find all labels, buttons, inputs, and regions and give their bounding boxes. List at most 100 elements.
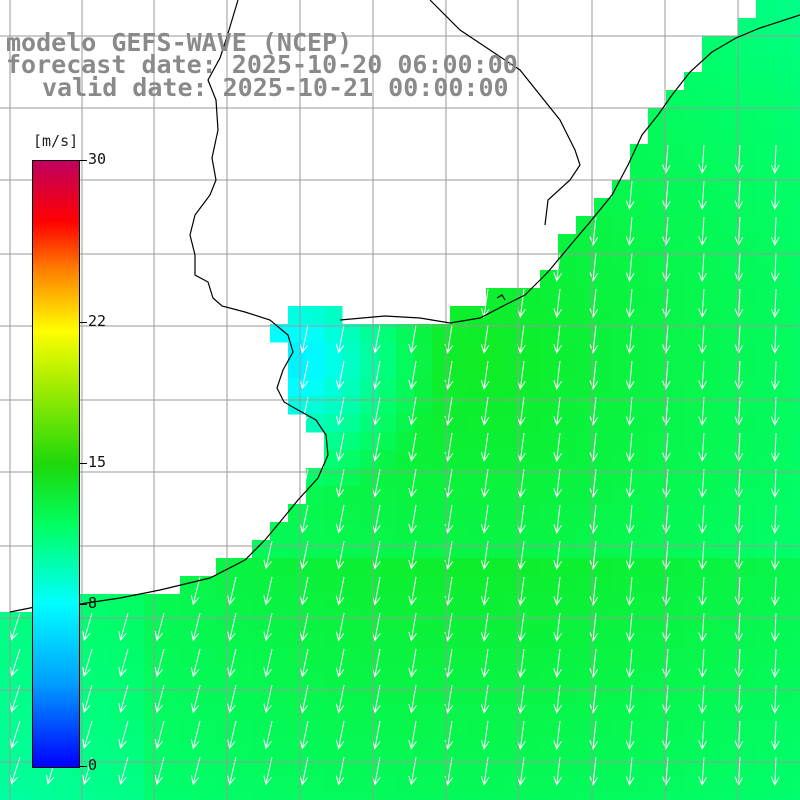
wind-arrow [553, 504, 562, 534]
field-cell [648, 594, 667, 613]
field-cell [792, 270, 800, 289]
field-cell [270, 522, 289, 541]
colorbar-tick-mark [79, 463, 87, 464]
field-cell [450, 414, 469, 433]
field-cell [270, 630, 289, 649]
field-cell [522, 360, 541, 379]
field-cell [756, 342, 775, 361]
field-cell [594, 342, 613, 361]
field-cell [558, 234, 577, 253]
wind-arrow [299, 648, 309, 678]
field-cell [612, 270, 631, 289]
wind-arrow [625, 720, 635, 751]
wind-arrow [190, 720, 201, 750]
field-cell [594, 720, 613, 739]
field-cell [306, 558, 325, 577]
field-cell [378, 774, 397, 793]
field-cell [684, 396, 703, 415]
field-cell [324, 666, 343, 685]
field-cell [450, 666, 469, 685]
field-cell [450, 360, 469, 379]
field-cell [342, 738, 361, 757]
field-cell [738, 504, 757, 523]
field-cell [90, 612, 109, 631]
field-cell [54, 774, 73, 793]
field-cell [612, 594, 631, 613]
field-cell [738, 720, 757, 739]
wind-arrow [335, 396, 345, 426]
field-cell [684, 324, 703, 343]
field-cell [738, 792, 757, 800]
field-cell [684, 414, 703, 433]
field-cell [558, 594, 577, 613]
field-cell [720, 540, 739, 559]
field-cell [684, 702, 703, 721]
field-cell [324, 342, 343, 361]
field-cell [324, 774, 343, 793]
field-cell [702, 396, 721, 415]
field-cell [720, 666, 739, 685]
field-cell [648, 612, 667, 631]
field-cell [522, 612, 541, 631]
field-cell [774, 432, 793, 451]
field-cell [792, 720, 800, 739]
field-cell [144, 612, 163, 631]
field-cell [378, 756, 397, 775]
wind-arrow [662, 504, 671, 535]
field-cell [414, 324, 433, 343]
field-cell [720, 144, 739, 163]
field-cell [666, 486, 685, 505]
field-cell [576, 594, 595, 613]
field-cell [90, 666, 109, 685]
field-cell [576, 252, 595, 271]
field-cell [612, 234, 631, 253]
field-cell [666, 90, 685, 109]
field-cell [270, 558, 289, 577]
field-cell [324, 360, 343, 379]
field-cell [684, 288, 703, 307]
field-cell [774, 252, 793, 271]
field-cell [666, 324, 685, 343]
field-cell [558, 288, 577, 307]
colorbar-tick-label: 22 [88, 311, 107, 330]
field-cell [756, 720, 775, 739]
field-cell [540, 378, 559, 397]
field-cell [414, 594, 433, 613]
wind-arrow [335, 576, 345, 606]
field-cell [342, 504, 361, 523]
field-cell [108, 720, 127, 739]
field-cell [18, 630, 37, 649]
field-cell [342, 450, 361, 469]
field-cell [216, 792, 235, 800]
field-cell [504, 684, 523, 703]
field-cell [756, 0, 775, 19]
field-cell [378, 648, 397, 667]
field-cell [666, 360, 685, 379]
field-cell [378, 504, 397, 523]
field-cell [234, 630, 253, 649]
field-cell [648, 432, 667, 451]
field-cell [378, 540, 397, 559]
wind-arrow [335, 720, 345, 750]
field-cell [522, 792, 541, 800]
field-cell [18, 774, 37, 793]
field-cell [792, 666, 800, 685]
field-cell [126, 666, 145, 685]
field-cell [468, 648, 487, 667]
field-cell [180, 648, 199, 667]
field-cell [522, 738, 541, 757]
field-cell [738, 396, 757, 415]
wind-arrow [698, 432, 707, 463]
field-cell [612, 324, 631, 343]
field-cell [630, 774, 649, 793]
field-cell [630, 468, 649, 487]
field-cell [666, 180, 685, 199]
field-cell [342, 666, 361, 685]
field-cell [756, 234, 775, 253]
field-cell [720, 432, 739, 451]
wind-arrow [698, 648, 707, 679]
field-cell [198, 594, 217, 613]
field-cell [288, 522, 307, 541]
